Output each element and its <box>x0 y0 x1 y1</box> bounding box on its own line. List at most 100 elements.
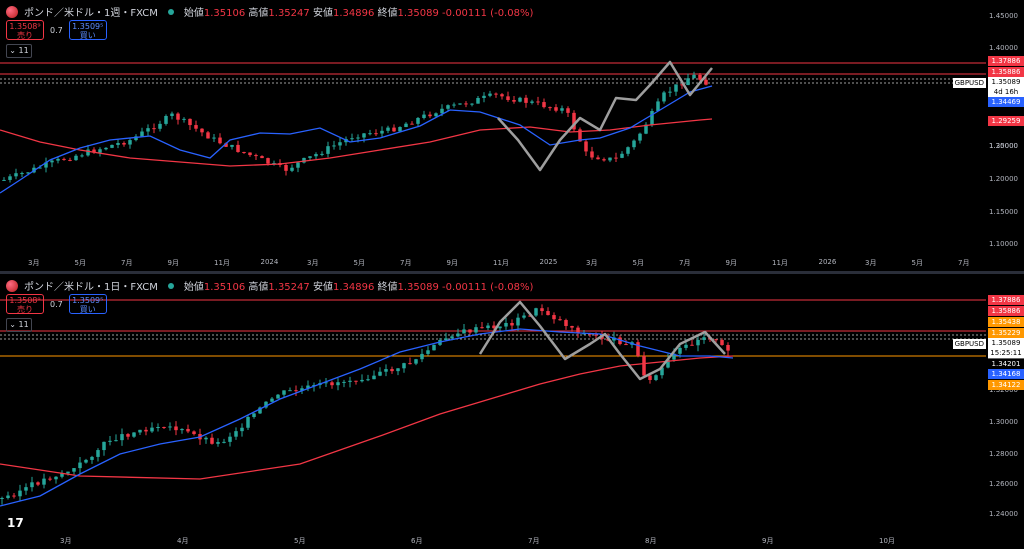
symbol-title[interactable]: ポンド／米ドル・1週・FXCM <box>24 8 158 19</box>
ma-slow-line <box>0 355 734 480</box>
buy-button[interactable]: 1.3509⁵ 買い <box>68 20 107 40</box>
pane-divider[interactable] <box>0 271 1024 274</box>
candle-body <box>492 325 496 329</box>
symbol-label: GBPUSD <box>952 339 986 349</box>
candle-body <box>264 401 268 408</box>
x-tick: 7月 <box>121 259 133 267</box>
daily-chart-canvas[interactable] <box>0 274 1024 549</box>
candle-body <box>246 417 250 428</box>
candle-body <box>384 369 388 372</box>
candle-body <box>276 394 280 399</box>
candle-body <box>312 384 316 386</box>
candle-body <box>558 319 562 321</box>
symbol-label: GBPUSD <box>952 78 986 88</box>
price-label-resistance-1: 1.37886 <box>988 295 1024 305</box>
candle-body <box>408 363 412 365</box>
candle-body <box>696 339 700 346</box>
candle-body <box>338 142 342 146</box>
price-label-resistance-2: 1.35886 <box>988 67 1024 77</box>
indicator-toggle[interactable]: ⌄ 11 <box>6 318 32 332</box>
tradingview-logo[interactable]: 17 <box>7 516 24 530</box>
buy-button[interactable]: 1.3509⁵ 買い <box>68 294 107 314</box>
candle-body <box>582 333 586 335</box>
candle-body <box>30 482 34 488</box>
candle-body <box>326 146 330 154</box>
candle-body <box>66 471 70 474</box>
y-tick: 1.25000 <box>989 142 1018 150</box>
candle-body <box>168 426 172 428</box>
indicator-toggle[interactable]: ⌄ 11 <box>6 44 32 58</box>
candle-body <box>50 160 54 163</box>
candle-body <box>332 145 336 147</box>
candle-body <box>486 325 490 329</box>
candle-body <box>534 308 538 316</box>
candle-body <box>294 390 298 392</box>
weekly-chart-canvas[interactable] <box>0 0 1024 271</box>
candle-body <box>698 74 702 80</box>
trade-buttons: 1.3508⁹ 売り 0.7 1.3509⁵ 買い <box>6 20 107 40</box>
candle-body <box>126 434 130 437</box>
price-label-ma-fast: 1.34168 <box>988 369 1024 379</box>
candle-body <box>80 155 84 157</box>
candle-body <box>128 140 132 145</box>
candle-body <box>152 128 156 130</box>
candle-body <box>68 159 72 161</box>
zigzag-line <box>478 300 726 381</box>
candle-body <box>60 473 64 477</box>
candle-body <box>236 144 240 152</box>
candle-body <box>392 127 396 132</box>
candle-body <box>188 118 192 126</box>
candle-body <box>314 154 318 157</box>
candle-body <box>518 97 522 102</box>
ma-fast-line <box>0 85 713 194</box>
candle-body <box>444 338 448 341</box>
weekly-chart-pane[interactable]: ポンド／米ドル・1週・FXCM 始値1.35106 高値1.35247 安値1.… <box>0 0 1024 271</box>
candle-body <box>78 462 82 469</box>
x-tick: 4月 <box>177 537 189 545</box>
y-tick: 1.26000 <box>989 480 1018 488</box>
candle-body <box>468 329 472 333</box>
symbol-title[interactable]: ポンド／米ドル・1日・FXCM <box>24 282 158 293</box>
candle-body <box>252 413 256 418</box>
candle-body <box>36 482 40 485</box>
x-tick: 9月 <box>725 259 737 267</box>
candle-body <box>378 371 382 376</box>
candle-body <box>302 157 306 163</box>
candle-body <box>720 340 724 345</box>
candle-body <box>180 428 184 431</box>
candle-body <box>362 133 366 138</box>
candle-body <box>428 114 432 117</box>
candle-body <box>546 311 550 316</box>
candle-body <box>668 91 672 93</box>
chevron-down-icon: ⌄ <box>9 320 16 329</box>
candle-body <box>458 103 462 105</box>
sell-button[interactable]: 1.3508⁹ 売り <box>6 20 44 40</box>
ohlc-readout: 始値1.35106 高値1.35247 安値1.34896 終値1.35089 … <box>183 282 534 293</box>
price-label-level-4: 1.34122 <box>988 380 1024 390</box>
y-tick: 1.20000 <box>989 175 1018 183</box>
sell-button[interactable]: 1.3508⁹ 売り <box>6 294 44 314</box>
candle-body <box>206 132 210 139</box>
candle-body <box>104 147 108 150</box>
candle-body <box>230 144 234 147</box>
candle-body <box>654 375 658 380</box>
candle-body <box>608 157 612 161</box>
candle-body <box>2 179 6 181</box>
candle-body <box>572 112 576 130</box>
candle-body <box>554 107 558 111</box>
candle-body <box>656 101 660 112</box>
x-tick: 3月 <box>28 259 40 267</box>
candle-body <box>114 440 118 442</box>
candle-body <box>260 156 264 159</box>
candle-body <box>164 115 168 124</box>
x-tick: 9月 <box>446 259 458 267</box>
candle-body <box>666 359 670 368</box>
candle-body <box>194 125 198 129</box>
x-tick: 3月 <box>60 537 72 545</box>
candle-body <box>320 153 324 155</box>
candle-body <box>476 97 480 104</box>
candle-body <box>144 429 148 432</box>
x-tick: 5月 <box>74 259 86 267</box>
daily-chart-pane[interactable]: ポンド／米ドル・1日・FXCM 始値1.35106 高値1.35247 安値1.… <box>0 274 1024 549</box>
candle-body <box>650 111 654 125</box>
